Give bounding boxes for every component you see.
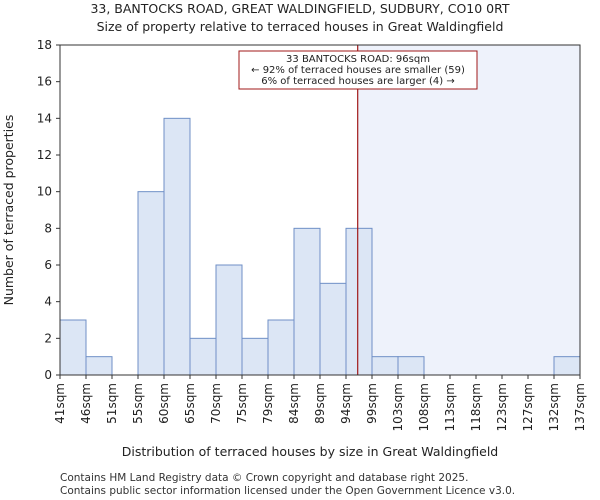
x-tick-label: 51sqm [105,383,119,424]
annotation-box [238,50,478,90]
annotation-title: 33 BANTOCKS ROAD: 96sqm [286,54,430,65]
x-tick-label: 118sqm [469,383,483,431]
larger-properties-region [357,45,580,375]
x-tick-label: 132sqm [547,383,561,431]
y-tick-label: 0 [44,368,52,382]
x-axis-label: Distribution of terraced houses by size … [122,444,498,459]
x-tick-label: 113sqm [443,383,457,431]
bar-89sqm [319,282,347,376]
bar-84sqm [293,227,321,376]
x-tick-label: 99sqm [365,383,379,424]
x-tick-label: 137sqm [573,383,587,431]
bar-94sqm [345,227,373,376]
x-tick-label: 79sqm [261,383,275,424]
plot-frame [59,44,581,376]
y-tick-label: 10 [37,185,52,199]
x-tick-label: 70sqm [209,383,223,424]
x-tick-label: 65sqm [183,383,197,424]
y-tick-label: 2 [44,331,52,345]
bar-46sqm [85,356,113,376]
y-tick-label: 6 [44,258,52,272]
y-tick-label: 8 [44,221,52,235]
bar-65sqm [189,337,217,376]
y-tick-label: 4 [44,295,52,309]
property-annotation: 33 BANTOCKS ROAD: 96sqm ← 92% of terrace… [238,50,478,90]
y-tick-label: 12 [37,148,52,162]
x-tick-label: 108sqm [417,383,431,431]
bar-55sqm [137,191,165,376]
x-tick-label: 123sqm [495,383,509,431]
y-tick-label: 16 [37,75,52,89]
x-tick-label: 41sqm [53,383,67,424]
bar-132sqm [553,356,581,376]
x-tick-label: 84sqm [287,383,301,424]
chart-subtitle: Size of property relative to terraced ho… [97,19,504,34]
annotation-larger: 6% of terraced houses are larger (4) → [261,76,455,87]
bar-79sqm [267,319,295,376]
x-tick-label: 60sqm [157,383,171,424]
x-tick-label: 103sqm [391,383,405,431]
annotation-smaller: ← 92% of terraced houses are smaller (59… [251,65,465,76]
footer-copyright: Contains HM Land Registry data © Crown c… [60,472,468,484]
x-tick-label: 75sqm [235,383,249,424]
bar-99sqm [371,356,399,376]
bar-75sqm [241,337,269,376]
x-tick-label: 46sqm [79,383,93,424]
bar-41sqm [59,319,87,376]
y-tick-label: 18 [37,38,52,52]
x-tick-label: 94sqm [339,383,353,424]
bar-70sqm [215,264,243,376]
footer-licence: Contains public sector information licen… [60,485,515,497]
x-tick-label: 89sqm [313,383,327,424]
bar-60sqm [163,117,191,376]
chart-title: 33, BANTOCKS ROAD, GREAT WALDINGFIELD, S… [90,1,509,16]
y-tick-label: 14 [37,111,52,125]
x-tick-label: 127sqm [521,383,535,431]
y-axis-label: Number of terraced properties [1,115,16,306]
bar-103sqm [397,356,425,376]
x-tick-label: 55sqm [131,383,145,424]
